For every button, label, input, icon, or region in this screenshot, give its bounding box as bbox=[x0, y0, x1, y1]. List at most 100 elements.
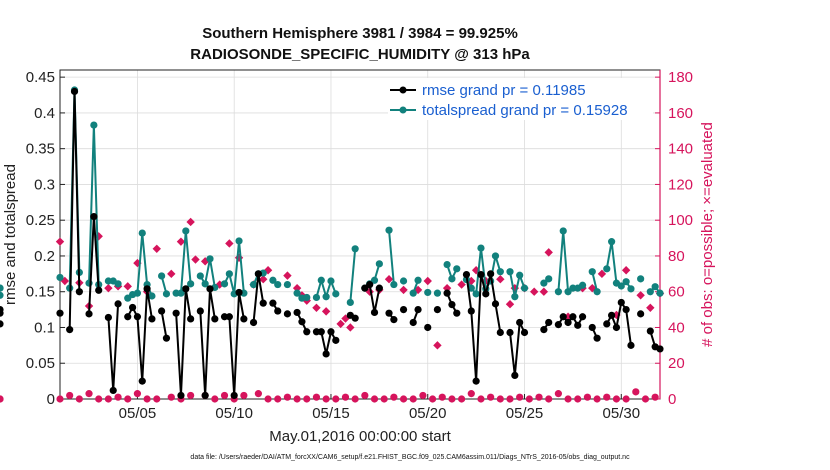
rmse-point bbox=[414, 305, 422, 314]
y-tick-label: 0.3 bbox=[34, 176, 55, 193]
obs-possible-marker bbox=[312, 393, 321, 401]
y-tick-label: 0.35 bbox=[26, 141, 55, 158]
totalspread-point bbox=[651, 283, 659, 291]
totalspread-point bbox=[56, 273, 64, 282]
totalspread-point bbox=[453, 265, 461, 273]
rmse-point bbox=[206, 285, 214, 293]
totalspread-point bbox=[351, 245, 359, 253]
obs-possible-marker bbox=[477, 395, 485, 403]
rmse-point bbox=[472, 377, 480, 385]
obs-evaluated-marker bbox=[539, 287, 549, 296]
totalspread-point bbox=[390, 280, 398, 289]
rmse-point bbox=[177, 391, 185, 400]
rmse-point bbox=[511, 371, 519, 379]
obs-possible-marker bbox=[525, 395, 533, 403]
obs-possible-marker bbox=[66, 391, 74, 400]
obs-possible-marker bbox=[124, 395, 132, 403]
rmse-point bbox=[433, 305, 442, 314]
totalspread-point bbox=[138, 229, 146, 237]
x-tick-label: 05/30 bbox=[603, 405, 641, 422]
obs-possible-marker bbox=[104, 395, 112, 403]
rmse-line bbox=[509, 321, 526, 377]
obs-possible-marker bbox=[293, 395, 301, 403]
x-axis-label: May.01,2016 00:00:00 start bbox=[269, 428, 451, 445]
y-right-tick-label: 20 bbox=[668, 355, 685, 372]
y-right-tick-label: 80 bbox=[668, 248, 685, 265]
totalspread-point bbox=[559, 227, 567, 235]
obs-possible-marker bbox=[496, 395, 504, 403]
totalspread-point bbox=[409, 289, 417, 297]
rmse-line bbox=[175, 287, 192, 397]
gridlines bbox=[60, 70, 660, 400]
rmse-point bbox=[399, 305, 408, 314]
obs-possible-marker bbox=[361, 391, 369, 400]
obs-evaluated-marker bbox=[384, 275, 394, 284]
totalspread-point bbox=[133, 289, 142, 297]
obs-possible-marker bbox=[114, 393, 122, 401]
totalspread-point bbox=[448, 275, 456, 283]
totalspread-point bbox=[627, 285, 635, 293]
rmse-point bbox=[332, 336, 340, 344]
y-right-tick-label: 140 bbox=[668, 141, 693, 158]
obs-evaluated-marker bbox=[563, 312, 573, 321]
obs-possible-marker bbox=[651, 393, 659, 401]
rmse-point bbox=[588, 323, 596, 332]
obs-evaluated-marker bbox=[346, 323, 355, 332]
rmse-point bbox=[390, 316, 398, 324]
obs-possible-marker bbox=[399, 395, 408, 403]
rmse-point bbox=[656, 345, 664, 353]
obs-evaluated-marker bbox=[544, 248, 553, 257]
obs-possible-marker bbox=[428, 395, 437, 403]
rmse-point bbox=[274, 307, 282, 315]
rmse-point bbox=[128, 303, 137, 312]
rmse-point bbox=[75, 288, 83, 296]
rmse-point bbox=[95, 286, 103, 294]
rmse-point bbox=[143, 285, 151, 293]
obs-possible-marker bbox=[506, 395, 514, 403]
totalspread-point bbox=[0, 291, 4, 299]
y-tick-label: 0.45 bbox=[26, 69, 55, 86]
totalspread-point bbox=[622, 278, 630, 286]
rmse-point bbox=[235, 288, 243, 297]
obs-evaluated-marker bbox=[636, 291, 645, 300]
rmse-point bbox=[453, 309, 461, 317]
rmse-point bbox=[293, 308, 301, 317]
totalspread-point bbox=[196, 272, 204, 280]
rmse-point bbox=[240, 315, 248, 323]
chart-subtitle: RADIOSONDE_SPECIFIC_HUMIDITY @ 313 hPa bbox=[190, 46, 530, 63]
rmse-point bbox=[109, 386, 117, 395]
obs-possible-marker bbox=[0, 395, 4, 403]
rmse-point bbox=[448, 300, 456, 309]
legend-rmse-label: rmse grand pr = 0.11985 bbox=[422, 82, 586, 99]
rmse-point bbox=[506, 328, 514, 337]
rmse-point bbox=[477, 270, 485, 279]
totalspread-point bbox=[491, 252, 500, 260]
rmse-point bbox=[366, 280, 374, 289]
rmse-point bbox=[211, 315, 219, 323]
totalspread-point bbox=[158, 272, 166, 280]
totalspread-line bbox=[199, 257, 216, 288]
totalspread-point bbox=[332, 290, 340, 298]
obs-possible-marker bbox=[409, 395, 417, 403]
obs-evaluated-marker bbox=[505, 300, 515, 309]
rmse-point bbox=[148, 315, 156, 323]
obs-evaluated-marker bbox=[152, 244, 161, 254]
totalspread-point bbox=[346, 298, 354, 307]
obs-possible-marker bbox=[622, 395, 630, 403]
obs-possible-marker bbox=[535, 393, 543, 401]
obs-possible-marker bbox=[341, 393, 350, 401]
y-right-tick-label: 160 bbox=[668, 105, 693, 122]
totalspread-point bbox=[274, 280, 282, 289]
obs-possible-marker bbox=[593, 395, 601, 403]
totalspread-point bbox=[433, 289, 442, 297]
totalspread-point bbox=[114, 280, 122, 288]
obs-evaluated-marker bbox=[167, 269, 176, 279]
rmse-point bbox=[133, 313, 142, 321]
obs-evaluated-marker bbox=[399, 285, 408, 295]
rmse-point bbox=[298, 318, 306, 326]
totalspread-point bbox=[370, 276, 379, 284]
y-axis-left: 0 0.05 0.1 0.15 0.2 0.25 0.3 0.35 0.4 0.45 bbox=[26, 69, 65, 408]
totalspread-point bbox=[496, 268, 504, 276]
rmse-point bbox=[569, 313, 577, 321]
obs-possible-marker bbox=[254, 390, 262, 398]
